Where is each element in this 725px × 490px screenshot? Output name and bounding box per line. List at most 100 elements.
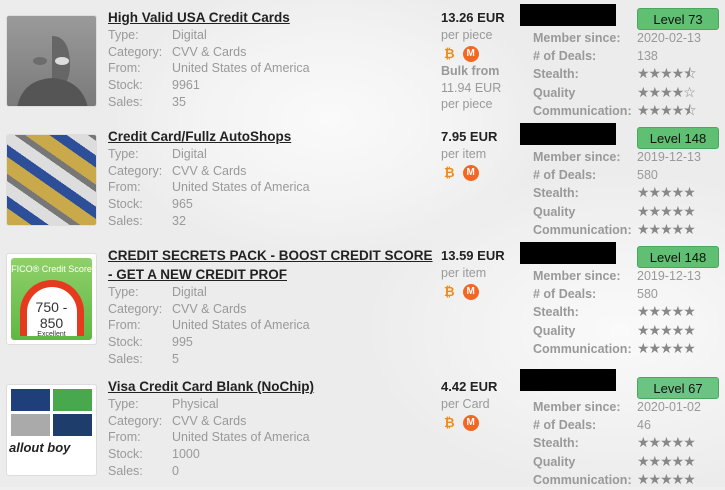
- stealth-label: Stealth:: [533, 305, 579, 320]
- detail-label: Category:: [108, 413, 163, 428]
- vendor-level-badge: Level 67: [637, 377, 719, 399]
- listing-title-link[interactable]: CREDIT SECRETS PACK - BOOST CREDIT SCORE…: [108, 248, 433, 282]
- listing-title-link[interactable]: High Valid USA Credit Cards: [108, 10, 290, 25]
- communication-label: Communication:: [533, 104, 632, 119]
- detail-value: 32: [172, 213, 186, 228]
- detail-from: From: United States of America: [108, 60, 310, 77]
- thumb-rating: Excellent: [37, 331, 66, 338]
- listing-image[interactable]: [6, 134, 97, 226]
- communication-star-rating: ★★★★★: [637, 221, 696, 238]
- stealth-star-rating: ★★★★★: [637, 184, 696, 201]
- detail-label: Stock:: [108, 447, 143, 462]
- listing-row: allout boy Visa Credit Card Blank (NoChi…: [0, 369, 725, 489]
- detail-from: From: United States of America: [108, 179, 310, 196]
- vendor-level-badge: Level 73: [637, 8, 719, 30]
- detail-category: Category: CVV & Cards: [108, 163, 310, 180]
- stealth-star-rating: ★★★★⯪: [637, 65, 696, 82]
- bulk-price: Bulk from 11.94 EUR per piece: [441, 63, 505, 113]
- deals-value: 138: [637, 48, 658, 63]
- listing-image[interactable]: [6, 15, 97, 107]
- detail-label: Stock:: [108, 335, 143, 350]
- listing-title-link[interactable]: Visa Credit Card Blank (NoChip): [108, 379, 315, 394]
- thumb-logo: allout boy: [9, 440, 71, 455]
- quality-star-rating: ★★★★★: [637, 321, 696, 338]
- member-since-value: 2020-01-02: [637, 400, 701, 414]
- detail-value: CVV & Cards: [172, 301, 247, 316]
- stealth-star-rating: ★★★★★: [637, 303, 696, 320]
- detail-label: Stock:: [108, 78, 143, 93]
- deals-label: # of Deals:: [533, 286, 597, 301]
- monero-icon: M: [462, 45, 479, 62]
- deals-value: 580: [637, 286, 658, 301]
- detail-label: From:: [108, 318, 141, 333]
- detail-label: Category:: [108, 301, 163, 316]
- detail-value: United States of America: [172, 61, 310, 76]
- detail-label: Category:: [108, 44, 163, 59]
- quality-label: Quality: [533, 454, 576, 469]
- monero-icon: M: [462, 414, 479, 431]
- listing-image[interactable]: FICO® Credit Score 750 - 850 Excellent: [6, 253, 97, 345]
- communication-star-rating: ★★★★⯪: [637, 102, 696, 119]
- listing-row: FICO® Credit Score 750 - 850 Excellent CRE…: [0, 238, 725, 366]
- vendor-stats: Member since: 2020-02-13 # of Deals: 138 S…: [533, 30, 701, 121]
- detail-value: United States of America: [172, 430, 310, 445]
- redacted-vendor-name: [520, 369, 616, 391]
- price: 7.95 EUR: [441, 129, 498, 144]
- price-block: 7.95 EUR per item ₿ M: [441, 127, 497, 182]
- detail-type: Type: Digital: [108, 27, 310, 44]
- detail-category: Category: CVV & Cards: [108, 413, 310, 430]
- stealth-label: Stealth:: [533, 186, 579, 201]
- stealth-label: Stealth:: [533, 436, 579, 451]
- vendor-stats: Member since: 2020-01-02 # of Deals: 46 St…: [533, 399, 701, 490]
- detail-from: From: United States of America: [108, 429, 310, 446]
- detail-value: 965: [172, 197, 193, 212]
- stealth-star-rating: ★★★★★: [637, 434, 696, 451]
- price-unit: per item: [441, 147, 487, 161]
- vendor-level-badge: Level 148: [637, 127, 719, 149]
- deals-label: # of Deals:: [533, 417, 597, 432]
- listing-title-link[interactable]: Credit Card/Fullz AutoShops: [108, 129, 292, 144]
- vendor-stats: Member since: 2019-12-13 # of Deals: 580 S…: [533, 268, 701, 359]
- detail-label: Sales:: [108, 213, 143, 228]
- price-unit: per Card: [441, 397, 490, 411]
- detail-category: Category: CVV & Cards: [108, 301, 310, 318]
- detail-value: CVV & Cards: [172, 44, 247, 59]
- price: 13.59 EUR: [441, 248, 505, 263]
- detail-stock: Stock: 1000: [108, 446, 310, 463]
- bitcoin-icon: ₿: [444, 45, 455, 61]
- detail-value: Digital: [172, 28, 207, 42]
- detail-stock: Stock: 995: [108, 334, 310, 351]
- communication-label: Communication:: [533, 342, 632, 357]
- detail-stock: Stock: 9961: [108, 77, 310, 94]
- price-unit: per piece: [441, 28, 493, 42]
- detail-label: Category:: [108, 163, 163, 178]
- detail-stock: Stock: 965: [108, 196, 310, 213]
- listing-row: Credit Card/Fullz AutoShops Type: Digital…: [0, 119, 725, 239]
- quality-label: Quality: [533, 204, 576, 219]
- detail-label: Stock:: [108, 197, 143, 212]
- quality-label: Quality: [533, 323, 576, 338]
- detail-value: 995: [172, 335, 193, 350]
- communication-label: Communication:: [533, 473, 632, 488]
- listing-details: Type: Digital Category: CVV & Cards From: Uni…: [108, 146, 310, 230]
- detail-label: Type:: [108, 28, 139, 42]
- communication-star-rating: ★★★★★: [637, 471, 696, 488]
- quality-star-rating: ★★★★★: [637, 202, 696, 219]
- listing-details: Type: Physical Category: CVV & Cards From: Un…: [108, 396, 310, 480]
- detail-sales: Sales: 32: [108, 213, 310, 230]
- detail-label: Sales:: [108, 351, 143, 366]
- monero-icon: M: [462, 164, 479, 181]
- member-since-value: 2020-02-13: [637, 31, 701, 45]
- detail-value: 1000: [172, 447, 200, 462]
- detail-label: Type:: [108, 397, 139, 411]
- detail-label: From:: [108, 430, 141, 445]
- listing-details: Type: Digital Category: CVV & Cards From: Uni…: [108, 27, 310, 111]
- bitcoin-icon: ₿: [444, 164, 455, 180]
- listing-details: Type: Digital Category: CVV & Cards From: Uni…: [108, 284, 310, 368]
- bitcoin-icon: ₿: [444, 283, 455, 299]
- member-since-value: 2019-12-13: [637, 150, 701, 164]
- listing-image[interactable]: allout boy: [6, 384, 97, 476]
- detail-type: Type: Digital: [108, 284, 310, 301]
- detail-value: 5: [172, 351, 179, 366]
- price-block: 13.59 EUR per item ₿ M: [441, 246, 505, 301]
